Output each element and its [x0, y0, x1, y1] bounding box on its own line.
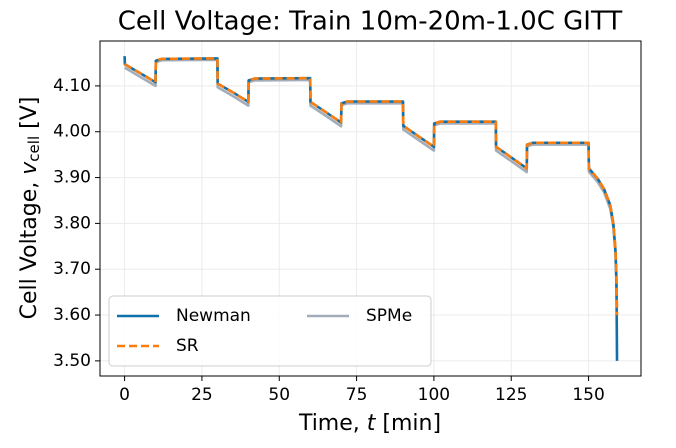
x-tick-label: 125: [495, 385, 527, 405]
legend-label: SR: [176, 336, 199, 356]
y-tick-label: 3.80: [53, 213, 91, 233]
y-tick-label: 3.90: [53, 168, 91, 188]
plot-frame: [99, 40, 642, 377]
legend-label: Newman: [176, 306, 251, 326]
x-tick-label: 50: [268, 385, 290, 405]
x-tick-label: 0: [119, 385, 130, 405]
y-axis-label: Cell Voltage, vcell [V]: [17, 97, 43, 320]
y-tick-label: 3.60: [53, 305, 91, 325]
x-tick-label: 25: [191, 385, 213, 405]
series-line: [123, 58, 619, 297]
legend-box: [108, 295, 432, 367]
y-tick-label: 4.00: [53, 122, 91, 142]
legend-label: SPMe: [366, 306, 412, 326]
y-tick-label: 4.10: [53, 76, 91, 96]
x-tick-label: 100: [418, 385, 450, 405]
x-tick-label: 150: [572, 385, 604, 405]
y-tick-label: 3.50: [53, 351, 91, 371]
x-tick-label: 75: [346, 385, 368, 405]
x-axis-label: Time, t [min]: [298, 411, 441, 436]
y-tick-label: 3.70: [53, 259, 91, 279]
series-line: [123, 57, 619, 316]
chart-title: Cell Voltage: Train 10m-20m-1.0C GITT: [118, 7, 623, 37]
